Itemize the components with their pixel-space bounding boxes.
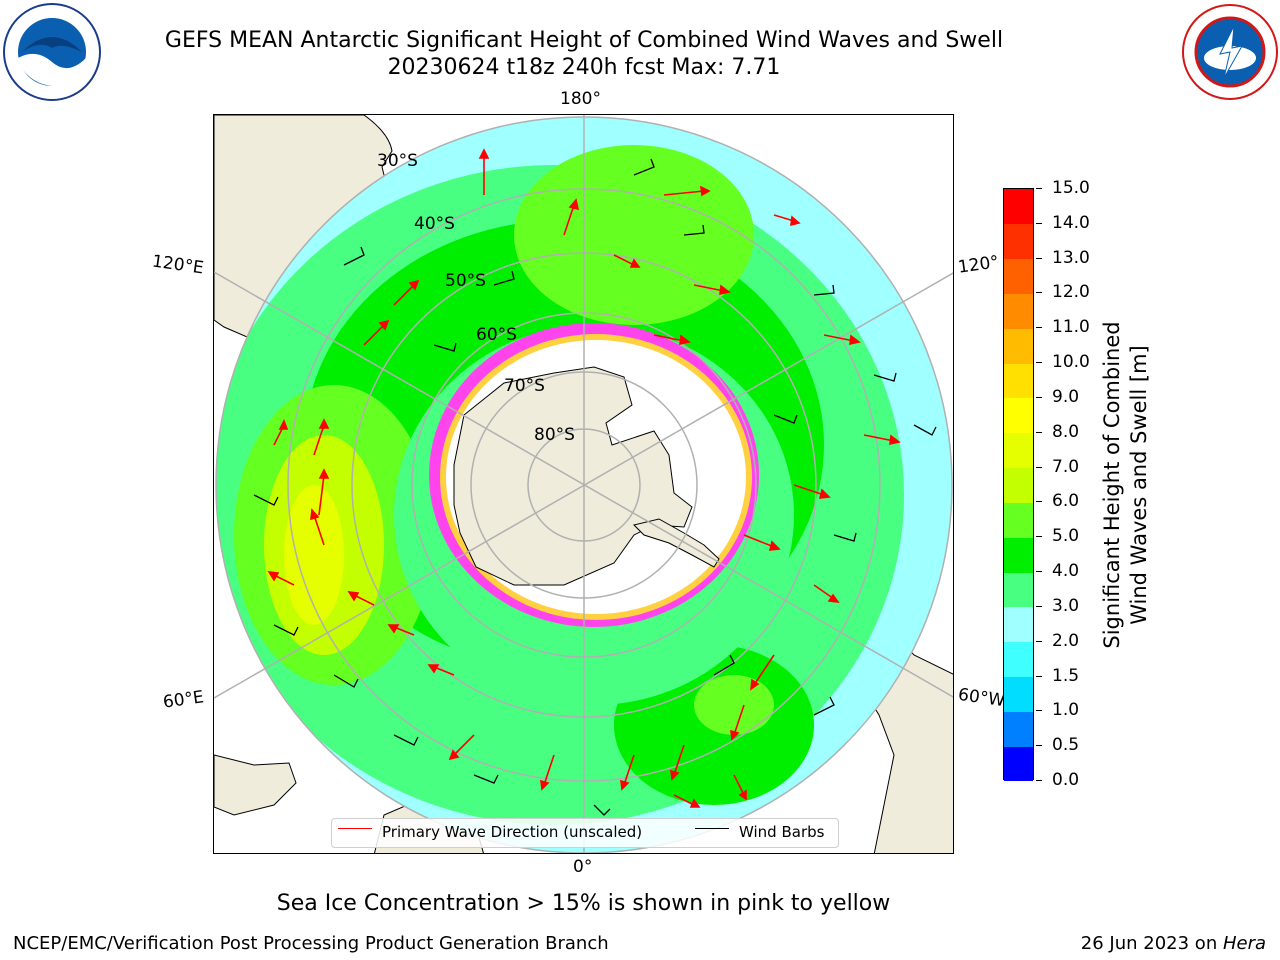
colorbar-segment bbox=[1004, 258, 1033, 294]
map-panel: 30°S 40°S 50°S 60°S 70°S 80°S bbox=[213, 114, 954, 854]
colorbar-tick-label: 1.0 bbox=[1052, 700, 1080, 721]
colorbar-tick bbox=[1036, 745, 1042, 747]
colorbar-segment bbox=[1004, 397, 1033, 434]
colorbar-tick-label: 12.0 bbox=[1052, 282, 1090, 303]
colorbar-tick-label: 8.0 bbox=[1052, 421, 1080, 442]
colorbar-tick bbox=[1036, 640, 1042, 642]
colorbar-segment bbox=[1004, 467, 1033, 503]
colorbar-segment bbox=[1004, 502, 1033, 538]
colorbar-tick-label: 2.0 bbox=[1052, 630, 1080, 651]
wave-legend-label: Primary Wave Direction (unscaled) bbox=[382, 823, 643, 841]
lat-label-80s: 80°S bbox=[534, 425, 575, 445]
colorbar-tick bbox=[1036, 292, 1042, 294]
chart-title: GEFS MEAN Antarctic Significant Height o… bbox=[164, 28, 1004, 53]
colorbar-tick bbox=[1036, 536, 1042, 538]
wind-barbs bbox=[253, 158, 937, 816]
colorbar-tick bbox=[1036, 327, 1042, 329]
lon-label-120e: 120°E bbox=[150, 251, 205, 279]
colorbar-tick bbox=[1036, 571, 1042, 573]
colorbar-segment bbox=[1004, 641, 1033, 678]
lon-label-180: 180° bbox=[560, 89, 601, 109]
colorbar-tick bbox=[1036, 396, 1042, 398]
colorbar-label-line1: Significant Height of Combined bbox=[1100, 321, 1124, 649]
colorbar-tick-label: 10.0 bbox=[1052, 352, 1090, 373]
colorbar-segment bbox=[1004, 676, 1033, 712]
colorbar-tick-label: 9.0 bbox=[1052, 386, 1080, 407]
wave-legend-swatch bbox=[338, 828, 372, 829]
colorbar-segment bbox=[1004, 223, 1033, 260]
colorbar-tick-label: 11.0 bbox=[1052, 317, 1090, 338]
colorbar-segment bbox=[1004, 711, 1033, 747]
colorbar-tick-label: 0.5 bbox=[1052, 735, 1080, 756]
lat-label-60s: 60°S bbox=[476, 325, 517, 345]
antarctic-peninsula bbox=[633, 518, 720, 568]
colorbar-tick bbox=[1036, 431, 1042, 433]
colorbar-tick-label: 6.0 bbox=[1052, 491, 1080, 512]
footer-date: 26 Jun 2023 on Hera bbox=[1081, 933, 1266, 954]
lat-label-30s: 30°S bbox=[377, 151, 418, 171]
colorbar-segment bbox=[1004, 746, 1033, 782]
colorbar-tick-label: 13.0 bbox=[1052, 247, 1090, 268]
colorbar-tick bbox=[1036, 257, 1042, 259]
lat-label-40s: 40°S bbox=[414, 214, 455, 234]
colorbar-segment bbox=[1004, 328, 1033, 364]
colorbar-tick bbox=[1036, 188, 1042, 189]
nws-logo bbox=[1182, 4, 1278, 100]
colorbar-tick bbox=[1036, 605, 1042, 607]
lat-label-70s: 70°S bbox=[504, 376, 545, 396]
footer-host: Hera bbox=[1222, 933, 1266, 954]
antarctica-land bbox=[453, 366, 693, 586]
colorbar-tick bbox=[1036, 222, 1042, 224]
colorbar-segment bbox=[1004, 572, 1033, 608]
lon-label-120w: 120° bbox=[956, 252, 1001, 278]
colorbar-tick-label: 7.0 bbox=[1052, 456, 1080, 477]
colorbar-tick bbox=[1036, 780, 1042, 781]
wind-legend-label: Wind Barbs bbox=[739, 823, 825, 841]
colorbar-segment bbox=[1004, 189, 1033, 225]
colorbar-tick-label: 4.0 bbox=[1052, 561, 1080, 582]
colorbar-segment bbox=[1004, 363, 1033, 399]
colorbar-tick bbox=[1036, 710, 1042, 712]
lon-label-60w: 60°W bbox=[956, 684, 1007, 712]
colorbar-label-line2: Wind Waves and Swell [m] bbox=[1127, 345, 1151, 625]
colorbar-tick-label: 15.0 bbox=[1052, 178, 1090, 198]
colorbar-tick-label: 0.0 bbox=[1052, 770, 1080, 790]
lon-label-60e: 60°E bbox=[161, 687, 206, 713]
colorbar-segment bbox=[1004, 537, 1033, 573]
noaa-logo bbox=[3, 3, 101, 101]
lon-label-0: 0° bbox=[573, 857, 593, 877]
colorbar-label: Significant Height of Combined Wind Wave… bbox=[1099, 275, 1159, 695]
colorbar-tick-label: 14.0 bbox=[1052, 212, 1090, 233]
chart-subtitle: 20230624 t18z 240h fcst Max: 7.71 bbox=[387, 55, 781, 80]
colorbar-segment bbox=[1004, 432, 1033, 469]
graticule bbox=[214, 115, 953, 853]
polar-map bbox=[214, 115, 953, 853]
colorbar-tick-label: 3.0 bbox=[1052, 595, 1080, 616]
colorbar-tick-label: 1.5 bbox=[1052, 665, 1080, 686]
colorbar-tick-label: 5.0 bbox=[1052, 526, 1080, 547]
wave-direction-arrows bbox=[267, 148, 901, 808]
lat-label-50s: 50°S bbox=[445, 271, 486, 291]
wind-legend-swatch bbox=[695, 828, 729, 829]
sea-ice-note: Sea Ice Concentration > 15% is shown in … bbox=[276, 891, 891, 916]
footer-branch: NCEP/EMC/Verification Post Processing Pr… bbox=[13, 933, 609, 954]
footer-date-text: 26 Jun 2023 on bbox=[1080, 933, 1223, 954]
colorbar-tick bbox=[1036, 362, 1042, 364]
colorbar-segment bbox=[1004, 606, 1033, 643]
colorbar-tick bbox=[1036, 466, 1042, 468]
colorbar-tick bbox=[1036, 675, 1042, 677]
map-legend: Primary Wave Direction (unscaled) Wind B… bbox=[331, 818, 839, 848]
colorbar bbox=[1003, 188, 1034, 782]
colorbar-segment bbox=[1004, 293, 1033, 329]
colorbar-tick bbox=[1036, 501, 1042, 503]
